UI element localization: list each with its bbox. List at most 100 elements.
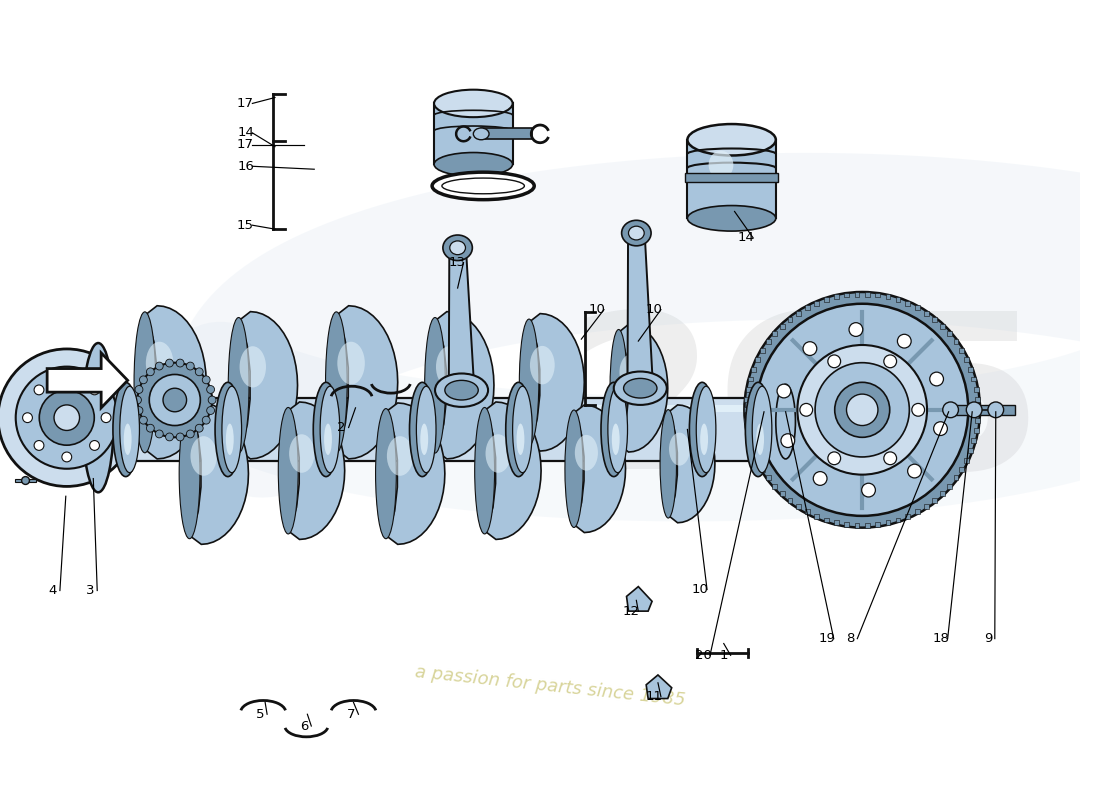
- Ellipse shape: [519, 319, 539, 446]
- Polygon shape: [745, 397, 749, 402]
- Polygon shape: [627, 233, 653, 389]
- Circle shape: [23, 413, 32, 422]
- Ellipse shape: [621, 220, 651, 246]
- Polygon shape: [947, 484, 952, 489]
- Bar: [993, 405, 1015, 414]
- Circle shape: [777, 384, 791, 398]
- Polygon shape: [974, 386, 979, 391]
- Circle shape: [207, 386, 215, 394]
- Circle shape: [800, 403, 813, 416]
- Ellipse shape: [134, 312, 156, 453]
- Text: 17: 17: [236, 138, 254, 151]
- Circle shape: [828, 355, 840, 368]
- Circle shape: [89, 385, 99, 395]
- Circle shape: [101, 413, 111, 422]
- Ellipse shape: [776, 384, 795, 459]
- Polygon shape: [805, 306, 810, 310]
- Circle shape: [813, 472, 827, 486]
- Circle shape: [861, 483, 876, 497]
- Text: 4: 4: [48, 584, 57, 597]
- Ellipse shape: [338, 342, 365, 385]
- Polygon shape: [844, 293, 849, 298]
- Circle shape: [150, 374, 200, 426]
- Ellipse shape: [320, 386, 340, 473]
- Circle shape: [966, 402, 982, 418]
- Polygon shape: [814, 301, 820, 306]
- Text: a passion for parts since 1985: a passion for parts since 1985: [414, 663, 686, 710]
- Text: 3: 3: [86, 584, 95, 597]
- Circle shape: [15, 366, 118, 469]
- Circle shape: [798, 345, 927, 474]
- Polygon shape: [834, 520, 839, 526]
- Text: 10: 10: [646, 303, 662, 316]
- Ellipse shape: [113, 382, 139, 477]
- Polygon shape: [766, 475, 771, 480]
- Polygon shape: [974, 428, 979, 433]
- Circle shape: [883, 452, 896, 465]
- Circle shape: [898, 334, 911, 348]
- Bar: [685, 174, 778, 182]
- Circle shape: [745, 292, 980, 528]
- Ellipse shape: [409, 382, 434, 477]
- Circle shape: [62, 374, 72, 383]
- Polygon shape: [971, 438, 977, 443]
- Ellipse shape: [517, 423, 525, 455]
- Polygon shape: [142, 306, 206, 459]
- Circle shape: [34, 385, 44, 395]
- Ellipse shape: [624, 378, 657, 398]
- Polygon shape: [751, 366, 756, 371]
- Circle shape: [176, 433, 184, 441]
- Ellipse shape: [442, 178, 525, 194]
- Text: 1: 1: [719, 649, 728, 662]
- Text: 9: 9: [983, 632, 992, 645]
- Polygon shape: [756, 458, 760, 462]
- Ellipse shape: [226, 423, 233, 455]
- Circle shape: [196, 424, 204, 432]
- Text: 10: 10: [588, 303, 605, 316]
- Polygon shape: [814, 514, 820, 519]
- Ellipse shape: [701, 423, 708, 455]
- Polygon shape: [449, 247, 474, 390]
- Ellipse shape: [146, 342, 174, 385]
- Ellipse shape: [444, 380, 478, 400]
- Polygon shape: [772, 331, 778, 336]
- Text: 14: 14: [238, 126, 254, 139]
- Circle shape: [912, 403, 925, 416]
- Ellipse shape: [443, 235, 472, 261]
- Polygon shape: [236, 312, 298, 459]
- Polygon shape: [886, 520, 891, 526]
- Bar: [972, 405, 993, 414]
- Bar: [14, 478, 36, 482]
- Circle shape: [186, 362, 195, 370]
- Polygon shape: [527, 314, 584, 451]
- Circle shape: [146, 368, 154, 376]
- Polygon shape: [766, 339, 771, 344]
- Text: 6: 6: [300, 719, 309, 733]
- Polygon shape: [187, 403, 249, 544]
- Polygon shape: [876, 522, 880, 527]
- Circle shape: [883, 355, 896, 368]
- Text: 17: 17: [236, 97, 254, 110]
- Polygon shape: [959, 466, 964, 472]
- Polygon shape: [746, 428, 750, 433]
- Polygon shape: [824, 297, 829, 302]
- Polygon shape: [805, 510, 810, 514]
- Circle shape: [89, 441, 99, 450]
- Circle shape: [135, 386, 143, 394]
- Circle shape: [133, 396, 142, 404]
- Circle shape: [988, 402, 1003, 418]
- Polygon shape: [876, 293, 880, 298]
- Circle shape: [155, 430, 163, 438]
- Circle shape: [186, 430, 195, 438]
- Text: 16: 16: [238, 160, 254, 173]
- Polygon shape: [968, 366, 974, 371]
- Circle shape: [781, 434, 794, 447]
- Polygon shape: [572, 405, 626, 533]
- Polygon shape: [976, 407, 980, 412]
- Circle shape: [34, 441, 44, 450]
- Polygon shape: [954, 339, 958, 344]
- Circle shape: [138, 362, 212, 438]
- Polygon shape: [746, 386, 750, 391]
- Bar: [481, 128, 532, 138]
- Ellipse shape: [612, 423, 619, 455]
